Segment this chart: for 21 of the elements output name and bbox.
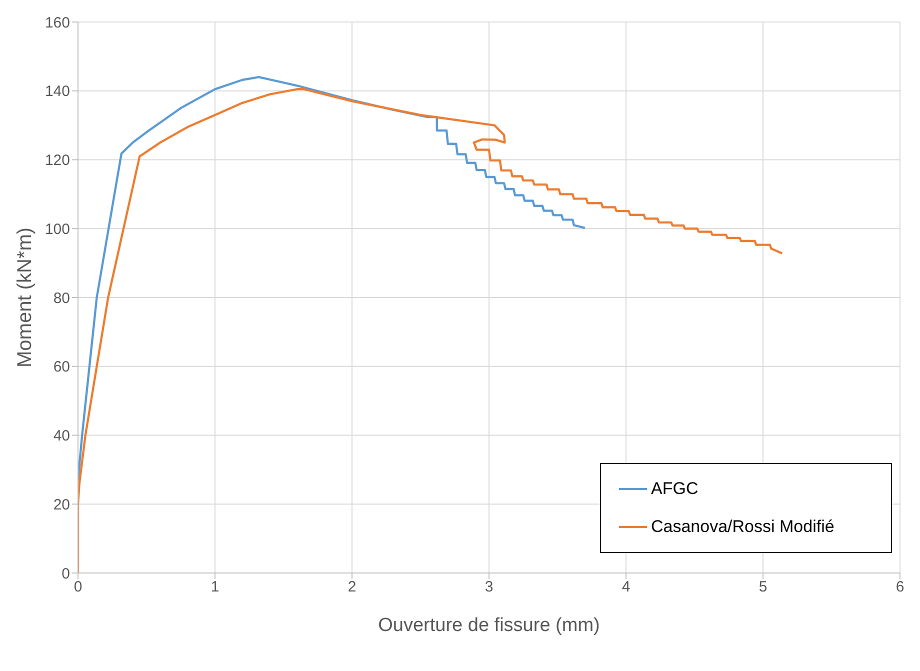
y-tick-label: 60 xyxy=(53,358,70,376)
x-tick-label: 1 xyxy=(210,578,220,596)
x-tick-label: 5 xyxy=(758,578,768,596)
x-axis-title: Ouverture de fissure (mm) xyxy=(378,615,600,636)
x-tick-label: 0 xyxy=(74,578,82,596)
y-tick-label: 40 xyxy=(53,428,70,445)
x-tick-label: 2 xyxy=(348,578,356,596)
x-tick-label: 6 xyxy=(896,578,904,596)
legend-label: AFGC xyxy=(651,479,698,499)
y-tick-label: 0 xyxy=(62,565,70,582)
y-tick-label: 120 xyxy=(44,152,70,170)
y-tick-label: 160 xyxy=(44,14,70,32)
y-axis-title: Moment (kN*m) xyxy=(14,227,36,368)
line-series xyxy=(78,76,586,482)
x-tick-label: 3 xyxy=(484,578,494,596)
y-tick-label: 140 xyxy=(44,83,70,100)
legend-label: Casanova/Rossi Modifié xyxy=(651,517,834,537)
x-tick-label: 4 xyxy=(622,578,630,596)
y-tick-label: 80 xyxy=(53,290,70,307)
y-tick-label: 20 xyxy=(53,496,70,514)
y-tick-label: 100 xyxy=(44,220,70,238)
